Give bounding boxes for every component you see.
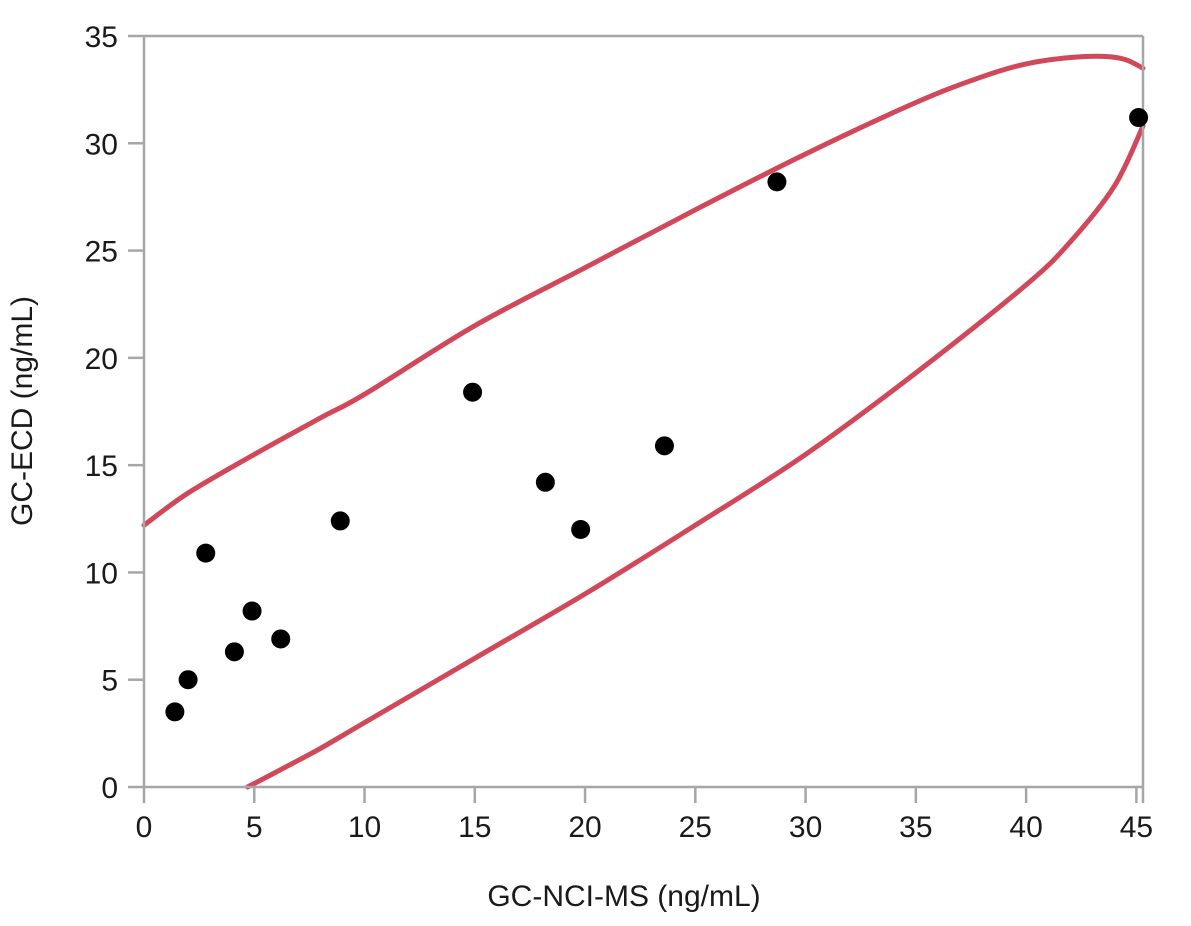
data-point	[271, 629, 291, 649]
data-point	[196, 543, 216, 563]
data-point	[463, 382, 483, 402]
x-tick-label: 45	[1120, 811, 1153, 844]
data-point	[165, 702, 185, 722]
y-tick-label: 20	[85, 343, 118, 376]
ellipse-lower-curve	[245, 123, 1146, 790]
data-point	[178, 670, 198, 690]
y-axis-title: GC-ECD (ng/mL)	[6, 296, 39, 526]
data-point	[654, 436, 674, 456]
x-tick-label: 20	[568, 811, 601, 844]
y-tick-label: 0	[101, 772, 118, 805]
confidence-ellipse	[141, 53, 1146, 790]
data-point	[330, 511, 350, 531]
axes: 0 5 10 15 20 25 30 35 0 5 10 15 20 25 30 35 40 45	[85, 21, 1153, 844]
data-point	[1129, 108, 1149, 128]
x-tick-label: 0	[136, 811, 153, 844]
y-tick-label: 35	[85, 21, 118, 54]
y-tick-label: 25	[85, 236, 118, 269]
data-point	[535, 472, 555, 492]
data-point	[224, 642, 244, 662]
x-tick-label: 15	[458, 811, 491, 844]
data-point	[242, 601, 262, 621]
x-tick-label: 30	[789, 811, 822, 844]
data-point	[571, 520, 591, 540]
y-tick-label: 15	[85, 450, 118, 483]
data-points	[165, 108, 1149, 722]
y-tick-label: 10	[85, 557, 118, 590]
x-tick-label: 40	[1009, 811, 1042, 844]
x-tick-label: 35	[899, 811, 932, 844]
x-tick-label: 25	[679, 811, 712, 844]
ellipse-upper-curve	[141, 53, 1146, 528]
x-tick-label: 10	[348, 811, 381, 844]
data-point	[767, 172, 787, 192]
x-tick-label: 5	[246, 811, 263, 844]
x-axis-title: GC-NCI-MS (ng/mL)	[487, 880, 760, 913]
y-tick-label: 30	[85, 128, 118, 161]
y-tick-label: 5	[101, 665, 118, 698]
